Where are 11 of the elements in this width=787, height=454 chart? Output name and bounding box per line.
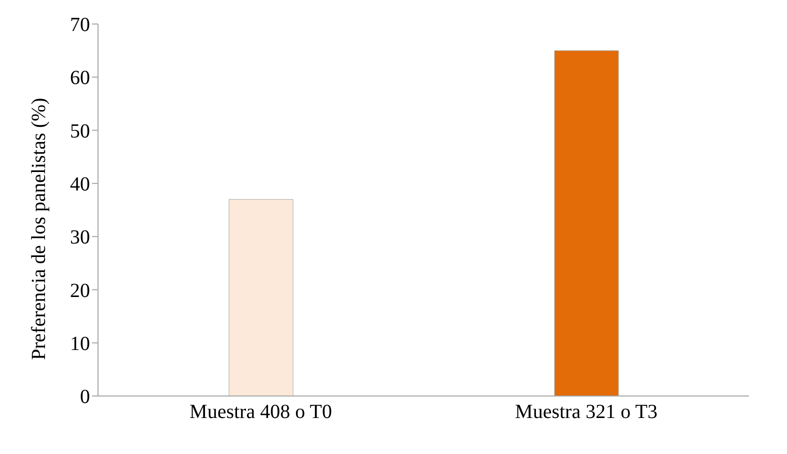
x-tick-label: Muestra 321 o T3 [515, 401, 658, 424]
x-tick-label: Muestra 408 o T0 [190, 401, 332, 424]
y-tick-label: 60 [70, 67, 90, 90]
y-tick-label: 40 [70, 174, 90, 196]
y-axis-title: Preferencia de los panelistas (%) [28, 98, 50, 360]
y-tick-label: 70 [70, 14, 90, 36]
y-tick-label: 30 [70, 226, 90, 249]
y-tick-label: 10 [70, 332, 90, 355]
y-tick-label: 0 [80, 386, 90, 408]
y-tick-label: 50 [70, 120, 90, 142]
y-tick-label: 20 [70, 280, 90, 302]
